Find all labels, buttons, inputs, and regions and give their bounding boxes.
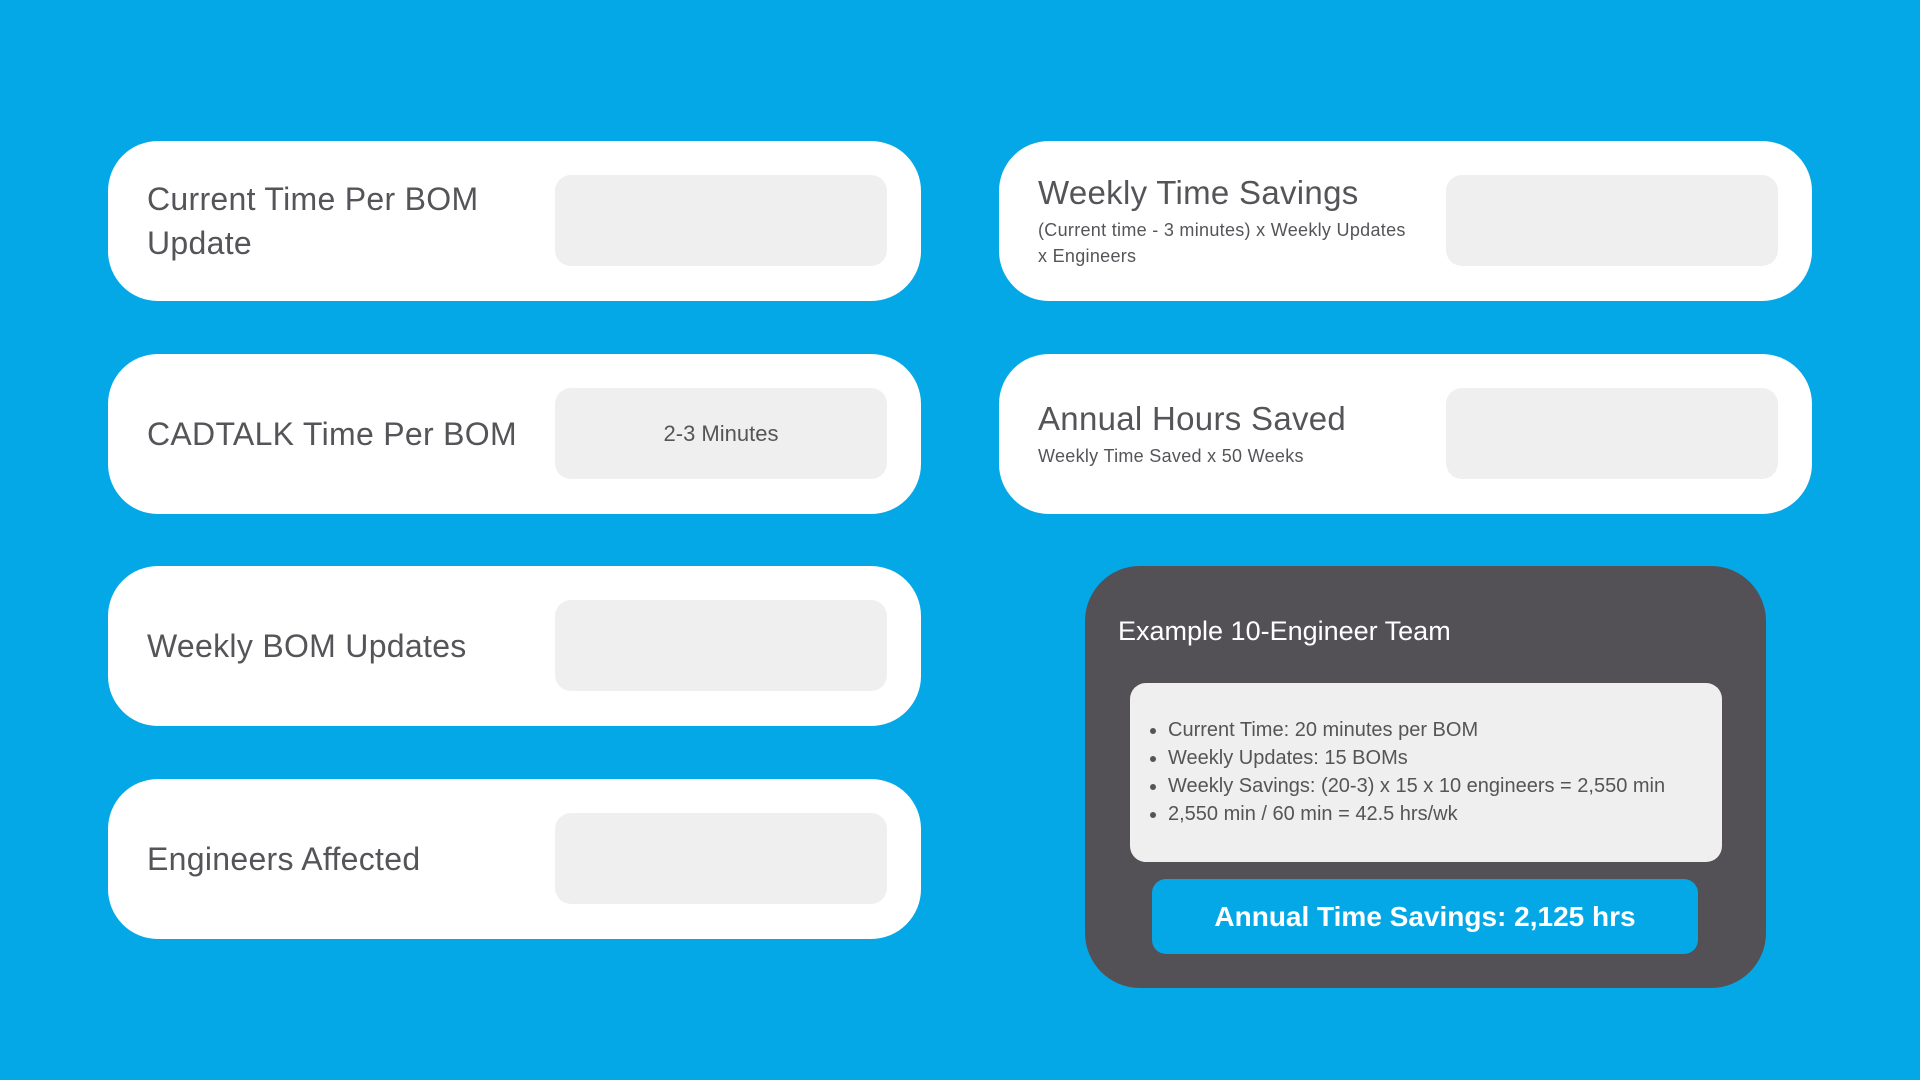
- example-details: Current Time: 20 minutes per BOM Weekly …: [1130, 683, 1722, 862]
- engineers-input[interactable]: [555, 813, 887, 904]
- current-time-card: Current Time Per BOM Update: [108, 141, 921, 301]
- weekly-updates-label: Weekly BOM Updates: [147, 628, 467, 664]
- weekly-savings-formula: (Current time - 3 minutes) x Weekly Upda…: [1038, 220, 1406, 266]
- annual-hours-title: Annual Hours Saved: [1038, 400, 1347, 437]
- engineers-label: Engineers Affected: [147, 841, 421, 877]
- weekly-savings-title: Weekly Time Savings: [1038, 174, 1359, 211]
- weekly-savings-card: Weekly Time Savings (Current time - 3 mi…: [999, 141, 1812, 301]
- cadtalk-time-field: 2-3 Minutes: [555, 388, 887, 479]
- annual-hours-formula: Weekly Time Saved x 50 Weeks: [1038, 446, 1304, 466]
- example-bullet-list: Current Time: 20 minutes per BOM Weekly …: [1130, 716, 1665, 828]
- weekly-updates-input[interactable]: [555, 600, 887, 691]
- current-time-input[interactable]: [555, 175, 887, 266]
- example-bullet: Weekly Updates: 15 BOMs: [1168, 744, 1665, 772]
- annual-hours-text: Annual Hours Saved Weekly Time Saved x 5…: [1038, 399, 1408, 469]
- cadtalk-time-card: CADTALK Time Per BOM 2-3 Minutes: [108, 354, 921, 514]
- example-bullet: Weekly Savings: (20-3) x 15 x 10 enginee…: [1168, 772, 1665, 800]
- engineers-card: Engineers Affected: [108, 779, 921, 939]
- example-panel: Example 10-Engineer Team Current Time: 2…: [1085, 566, 1766, 988]
- weekly-savings-output: [1446, 175, 1778, 266]
- weekly-savings-text: Weekly Time Savings (Current time - 3 mi…: [1038, 173, 1408, 269]
- example-bullet: Current Time: 20 minutes per BOM: [1168, 716, 1665, 744]
- weekly-updates-card: Weekly BOM Updates: [108, 566, 921, 726]
- annual-hours-output: [1446, 388, 1778, 479]
- example-bullet: 2,550 min / 60 min = 42.5 hrs/wk: [1168, 800, 1665, 828]
- annual-hours-card: Annual Hours Saved Weekly Time Saved x 5…: [999, 354, 1812, 514]
- current-time-label: Current Time Per BOM Update: [147, 181, 479, 261]
- annual-savings-result: Annual Time Savings: 2,125 hrs: [1152, 879, 1698, 954]
- cadtalk-time-label: CADTALK Time Per BOM: [147, 416, 517, 452]
- example-title: Example 10-Engineer Team: [1118, 616, 1451, 646]
